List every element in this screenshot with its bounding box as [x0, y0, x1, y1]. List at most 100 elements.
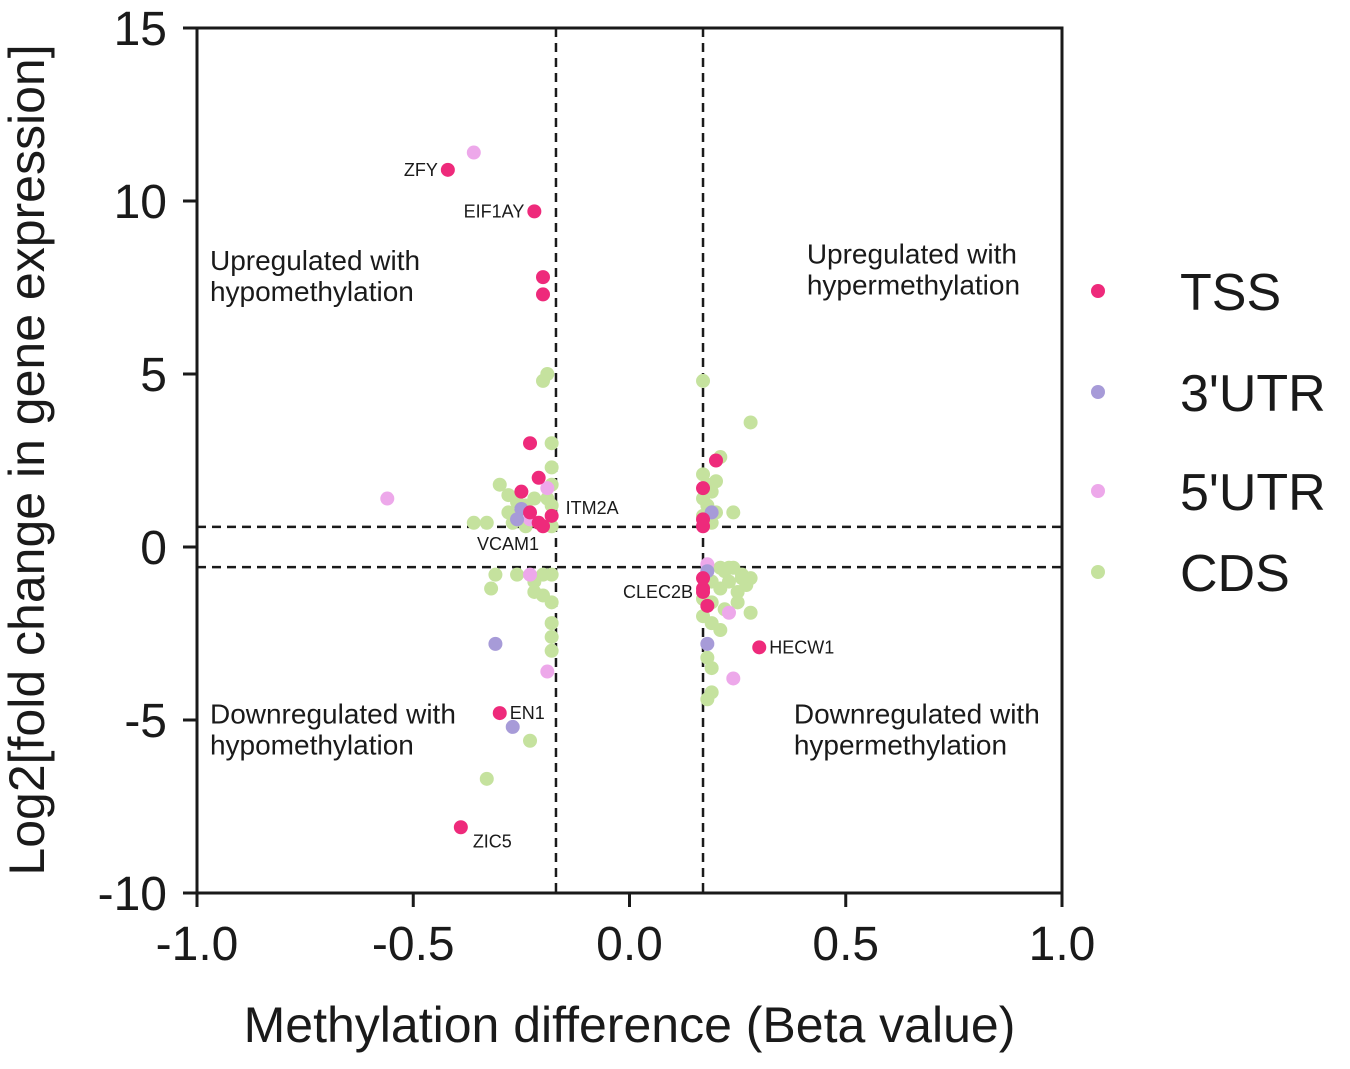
y-tick-label: -10 [98, 868, 167, 921]
point-5utr [380, 491, 395, 506]
point-cds [479, 515, 494, 530]
quadrant-label-ll-line2: hypomethylation [210, 729, 414, 760]
point-label: VCAM1 [477, 534, 539, 554]
point-tss [531, 470, 546, 485]
point-3utr [505, 719, 520, 734]
legend-label-cds: CDS [1180, 545, 1290, 603]
x-tick-label: 0.0 [596, 918, 663, 971]
point-cds [544, 595, 559, 610]
y-tick-label: 10 [114, 176, 167, 229]
point-cds [544, 643, 559, 658]
point-tss [523, 436, 538, 451]
point-cds [704, 661, 719, 676]
point-cds [479, 771, 494, 786]
quadrant-label-ul-line1: Upregulated with [210, 245, 420, 276]
point-cds [743, 605, 758, 620]
point-tss [752, 640, 767, 655]
point-tss [696, 481, 711, 496]
plot-frame [195, 26, 1064, 895]
quadrant-label-lr-line2: hypermethylation [794, 729, 1007, 760]
point-cds [730, 595, 745, 610]
quadrant-label-ur-line2: hypermethylation [807, 269, 1020, 300]
point-cds [713, 623, 728, 638]
point-tss [453, 820, 468, 835]
point-cds [544, 616, 559, 631]
point-cds [492, 477, 507, 492]
x-tick-label: 1.0 [1029, 918, 1096, 971]
point-cds [709, 474, 723, 489]
point-tss [536, 270, 550, 285]
point-cds [544, 567, 559, 582]
x-tick-label: -1.0 [156, 918, 239, 971]
point-cds [734, 571, 749, 586]
point-cds [721, 574, 736, 589]
point-tss [696, 571, 711, 586]
point-label: ZFY [404, 160, 438, 180]
point-cds [743, 415, 758, 430]
point-label: CLEC2B [623, 582, 693, 602]
point-cds [484, 581, 499, 596]
point-tss [696, 584, 711, 599]
point-cds [700, 692, 715, 707]
point-tss [527, 204, 542, 219]
point-label: EIF1AY [464, 201, 525, 221]
point-cds [726, 505, 741, 520]
legend-label-5utr: 5'UTR [1180, 464, 1326, 522]
legend-marker-5utr [1091, 484, 1105, 498]
point-cds [544, 498, 559, 513]
legend-marker-3utr [1091, 385, 1105, 399]
point-tss [440, 162, 455, 177]
point-5utr [721, 605, 736, 620]
quadrant-label-lr-line1: Downregulated with [794, 698, 1040, 729]
y-tick-label: 15 [114, 3, 167, 56]
y-tick-label: 5 [140, 349, 167, 402]
point-cds [696, 373, 711, 388]
point-cds [721, 560, 736, 575]
quadrant-label-ur-line1: Upregulated with [807, 238, 1017, 269]
point-3utr [700, 636, 715, 651]
point-label: EN1 [510, 703, 545, 723]
point-cds [540, 367, 555, 381]
point-tss [544, 508, 559, 523]
point-tss [536, 519, 550, 534]
point-label: HECW1 [769, 637, 834, 657]
quadrant-label-ll-line1: Downregulated with [210, 698, 456, 729]
x-axis-title: Methylation difference (Beta value) [244, 997, 1016, 1053]
point-tss [523, 505, 538, 520]
legend-marker-tss [1091, 284, 1105, 298]
y-axis-title: Log2[fold change in gene expression] [0, 44, 55, 875]
point-5utr [466, 145, 481, 160]
point-5utr [540, 664, 555, 679]
point-3utr [488, 636, 503, 651]
point-3utr [510, 512, 525, 527]
point-tss [700, 598, 715, 613]
point-label: ITM2A [566, 498, 619, 518]
point-5utr [726, 671, 741, 686]
y-tick-label: -5 [124, 695, 167, 748]
y-tick-label: 0 [140, 522, 167, 575]
point-cds [510, 567, 525, 582]
legend-label-3utr: 3'UTR [1180, 365, 1326, 423]
point-tss [492, 706, 507, 721]
point-cds [544, 629, 559, 644]
point-label: ZIC5 [473, 831, 512, 851]
point-tss [536, 287, 550, 302]
point-cds [527, 491, 542, 506]
point-cds [523, 733, 538, 748]
point-cds [488, 567, 503, 582]
x-tick-label: -0.5 [372, 918, 455, 971]
legend-label-tss: TSS [1180, 264, 1281, 322]
point-tss [696, 519, 711, 534]
point-cds [466, 515, 481, 530]
x-tick-label: 0.5 [812, 918, 879, 971]
point-5utr [540, 481, 555, 496]
point-cds [544, 460, 559, 475]
point-5utr [523, 567, 538, 582]
point-tss [514, 484, 529, 499]
point-cds [544, 436, 559, 451]
legend-marker-cds [1091, 565, 1105, 579]
point-tss [709, 453, 723, 468]
quadrant-label-ul-line2: hypomethylation [210, 276, 414, 307]
